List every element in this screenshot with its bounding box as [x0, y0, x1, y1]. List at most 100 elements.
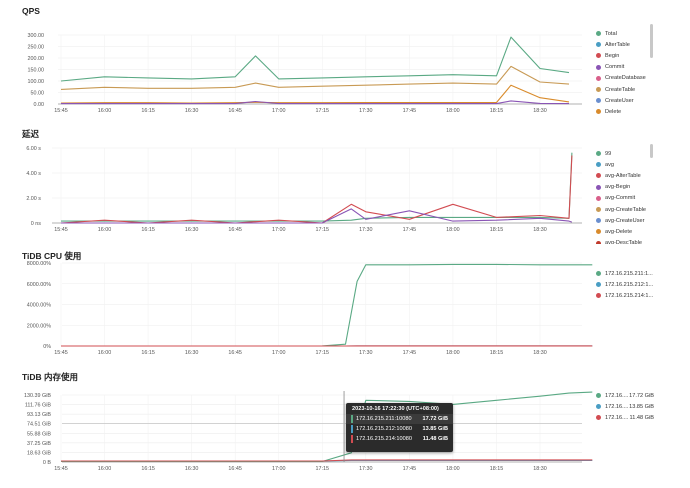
legend-item[interactable]: Commit: [596, 62, 660, 73]
y-tick-label: 150.00: [28, 68, 45, 74]
tooltip-label: 172.16.215.214:10080: [356, 436, 412, 442]
legend-item[interactable]: avg-Delete: [596, 226, 660, 237]
x-tick-label: 17:00: [272, 108, 286, 114]
legend-label: avg-DescTable: [605, 240, 642, 244]
y-tick-label: 130.39 GiB: [24, 393, 51, 399]
tooltip-color-swatch: [351, 435, 353, 443]
x-tick-label: 17:15: [316, 350, 330, 356]
legend-item[interactable]: Delete: [596, 106, 660, 117]
legend-item[interactable]: 172.16.... 11.48 GiB: [596, 412, 660, 423]
legend-label: 172.16....: [605, 414, 629, 421]
series-line: [61, 263, 593, 347]
legend-dot-icon: [596, 207, 601, 213]
x-tick-label: 18:30: [533, 227, 547, 233]
series-line: [60, 36, 570, 82]
y-tick-label: 50.00: [31, 91, 45, 97]
legend-item[interactable]: avg-CreateUser: [596, 215, 660, 226]
x-tick-label: 18:30: [533, 350, 547, 356]
x-tick-label: 17:30: [359, 227, 373, 233]
memory-legend[interactable]: 172.16.... 17.72 GiB 172.16.... 13.85 GiB 17…: [596, 390, 660, 430]
y-tick-label: 0.00: [34, 102, 45, 108]
qps-title: QPS: [22, 6, 40, 16]
series-line: [61, 100, 570, 105]
legend-label: 99: [605, 150, 612, 157]
x-tick-label: 17:00: [272, 350, 286, 356]
legend-item[interactable]: 99: [596, 148, 660, 159]
legend-value: 17.72 GiB: [629, 392, 654, 399]
x-tick-label: 18:15: [490, 227, 504, 233]
legend-item[interactable]: 172.16.... 13.85 GiB: [596, 401, 660, 412]
legend-dot-icon: [596, 229, 601, 235]
legend-dot-icon: [596, 195, 601, 201]
y-tick-label: 55.88 GiB: [27, 431, 51, 437]
legend-dot-icon: [596, 184, 601, 190]
legend-item[interactable]: CreateTable: [596, 84, 660, 95]
legend-item[interactable]: Total: [596, 28, 660, 39]
x-tick-label: 17:00: [272, 466, 286, 472]
series-line: [60, 155, 573, 224]
tooltip-color-swatch: [351, 425, 353, 433]
latency-legend[interactable]: 99 avg avg-AlterTable avg-Begin avg-Commit av…: [596, 148, 660, 244]
qps-chart[interactable]: 300.00 250.00 200.00 150.00 100.00 50.00 0.00 1…: [0, 0, 690, 122]
legend-dot-icon: [596, 271, 601, 277]
legend-dot-icon: [596, 173, 601, 179]
legend-item[interactable]: 172.16.215.212:1...: [596, 279, 660, 290]
legend-label: Begin: [605, 52, 620, 59]
y-tick-label: 100.00: [28, 79, 45, 85]
legend-item[interactable]: avg-AlterTable: [596, 170, 660, 181]
legend-item[interactable]: CreateDatabase: [596, 73, 660, 84]
x-tick-label: 18:15: [490, 108, 504, 114]
x-tick-label: 17:30: [359, 108, 373, 114]
cpu-legend[interactable]: 172.16.215.211:1... 172.16.215.212:1... 17…: [596, 268, 660, 308]
x-tick-label: 18:00: [446, 227, 460, 233]
x-tick-label: 15:45: [54, 350, 68, 356]
legend-item[interactable]: 172.16.... 17.72 GiB: [596, 390, 660, 401]
legend-item[interactable]: avg-Commit: [596, 193, 660, 204]
x-tick-label: 17:30: [359, 350, 373, 356]
cpu-title: TiDB CPU 使用: [22, 251, 82, 261]
legend-label: 172.16.215.211:1...: [605, 270, 653, 277]
qps-legend[interactable]: Total AlterTable Begin Commit CreateDatabase…: [596, 28, 660, 120]
legend-item[interactable]: DescTable: [596, 118, 660, 121]
legend-item[interactable]: 172.16.215.214:1...: [596, 290, 660, 301]
x-tick-label: 18:00: [446, 466, 460, 472]
x-tick-label: 18:00: [446, 108, 460, 114]
y-tick-label: 0 B: [43, 460, 51, 466]
tooltip-value: 17.72 GiB: [422, 416, 449, 422]
legend-item[interactable]: avg: [596, 159, 660, 170]
x-tick-label: 18:30: [533, 466, 547, 472]
y-tick-label: 0 ns: [31, 221, 41, 227]
legend-item[interactable]: CreateUser: [596, 95, 660, 106]
qps-panel: QPS 300.00 250.00 200.00 150.00 100.00 50.00 0…: [0, 0, 690, 122]
legend-label: avg-AlterTable: [605, 172, 641, 179]
legend-dot-icon: [596, 31, 601, 37]
legend-item[interactable]: avg-CreateTable: [596, 204, 660, 215]
tooltip-row: 172.16.215.211:10080 17.72 GiB: [346, 414, 453, 424]
memory-tooltip: 2023-10-16 17:22:30 (UTC+08:00) 172.16.2…: [346, 403, 453, 452]
latency-legend-scrollbar[interactable]: [650, 144, 653, 158]
legend-item[interactable]: AlterTable: [596, 39, 660, 50]
y-tick-label: 6.00 s: [26, 146, 41, 152]
y-tick-label: 74.51 GiB: [27, 422, 51, 428]
x-tick-label: 16:30: [185, 227, 199, 233]
legend-item[interactable]: 172.16.215.211:1...: [596, 268, 660, 279]
legend-label: avg-Begin: [605, 184, 631, 191]
x-tick-label: 17:15: [316, 466, 330, 472]
y-tick-label: 300.00: [28, 33, 45, 39]
series-line: [61, 208, 573, 224]
qps-legend-scrollbar[interactable]: [650, 24, 653, 58]
x-tick-label: 17:45: [403, 108, 417, 114]
memory-chart[interactable]: 130.39 GiB 111.76 GiB 93.13 GiB 74.51 GiB 55…: [0, 368, 690, 488]
tooltip-row: 172.16.215.214:10080 11.48 GiB: [346, 434, 453, 444]
legend-item[interactable]: avg-DescTable: [596, 238, 660, 244]
legend-item[interactable]: avg-Begin: [596, 182, 660, 193]
x-tick-label: 17:30: [359, 466, 373, 472]
cpu-chart[interactable]: 8000.00% 6000.00% 4000.00% 2000.00% 0%15:45 1…: [0, 246, 690, 368]
y-tick-label: 200.00: [28, 56, 45, 62]
x-tick-label: 16:45: [228, 108, 242, 114]
x-tick-label: 17:45: [403, 350, 417, 356]
legend-dot-icon: [596, 415, 601, 421]
legend-item[interactable]: Begin: [596, 50, 660, 61]
x-tick-label: 16:30: [185, 466, 199, 472]
latency-chart[interactable]: 6.00 s 4.00 s 2.00 s 0 ns 15:45 16:00 16:15 16:…: [0, 122, 690, 246]
